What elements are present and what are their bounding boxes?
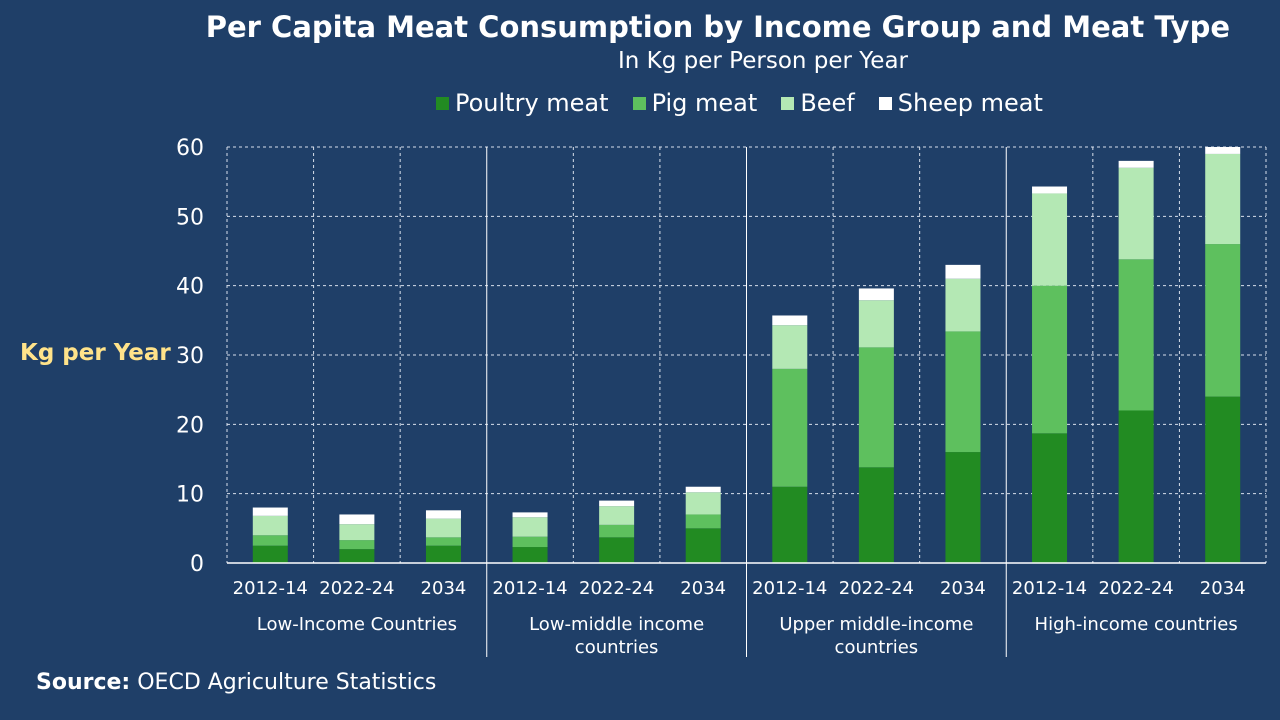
y-tick-label: 50 xyxy=(176,205,204,230)
bar-segment xyxy=(685,514,721,529)
y-tick-label: 60 xyxy=(176,136,204,161)
group-label: Low-middle income countries xyxy=(529,614,704,658)
group-label: Low-Income Countries xyxy=(257,614,457,635)
group-label: High-income countries xyxy=(1035,614,1238,635)
x-tick-label: 2034 xyxy=(680,578,726,599)
bar-segment xyxy=(772,315,808,326)
source-note: Source: OECD Agriculture Statistics xyxy=(36,670,436,695)
bar-segment xyxy=(599,506,635,525)
legend-item-beef: Beef xyxy=(781,89,855,117)
bar-segment xyxy=(685,492,721,515)
y-tick-label: 40 xyxy=(176,275,204,300)
legend-item-sheep: Sheep meat xyxy=(878,89,1043,117)
bar-segment xyxy=(1032,186,1068,194)
bar-segment xyxy=(599,524,635,538)
bar-segment xyxy=(512,517,548,537)
legend-item-poultry: Poultry meat xyxy=(436,89,609,117)
bar-segment xyxy=(425,545,461,563)
bar-segment xyxy=(512,547,548,563)
bar-segment xyxy=(512,536,548,548)
bar-segment xyxy=(252,515,288,536)
legend-item-pig: Pig meat xyxy=(632,89,758,117)
bar-segment xyxy=(252,545,288,563)
x-tick-label: 2022-24 xyxy=(839,578,914,599)
y-tick-label: 10 xyxy=(176,483,204,508)
bar-segment xyxy=(425,518,461,538)
bar-segment xyxy=(945,452,981,563)
bar-segment xyxy=(1118,259,1154,411)
legend-label-pig: Pig meat xyxy=(651,89,758,117)
y-tick-label: 0 xyxy=(190,552,204,577)
bar-segment xyxy=(858,347,894,468)
bar-segment xyxy=(339,514,375,525)
bar-segment xyxy=(425,537,461,546)
y-axis-label: Kg per Year xyxy=(20,340,171,366)
legend-label-beef: Beef xyxy=(800,89,855,117)
x-tick-label: 2012-14 xyxy=(752,578,827,599)
bar-segment xyxy=(339,549,375,563)
legend-swatch-sheep xyxy=(878,96,892,110)
bar-segment xyxy=(425,510,461,519)
legend-swatch-beef xyxy=(781,96,795,110)
y-tick-label: 30 xyxy=(176,344,204,369)
bar-segment xyxy=(252,535,288,546)
bar-segment xyxy=(858,288,894,301)
x-tick-label: 2034 xyxy=(940,578,986,599)
y-tick-label: 20 xyxy=(176,413,204,438)
bar-segment xyxy=(685,528,721,563)
bar-segment xyxy=(1032,285,1068,434)
chart-subtitle: In Kg per Person per Year xyxy=(618,48,908,74)
bar-segment xyxy=(858,300,894,348)
bar-segment xyxy=(599,537,635,563)
bar-segment xyxy=(772,486,808,563)
x-tick-label: 2034 xyxy=(421,578,467,599)
bar-segment xyxy=(945,278,981,332)
bar-segment xyxy=(339,540,375,550)
chart-title: Per Capita Meat Consumption by Income Gr… xyxy=(205,10,1230,44)
bar-segment xyxy=(685,486,721,493)
bar-segment xyxy=(772,325,808,369)
x-tick-label: 2012-14 xyxy=(492,578,567,599)
chart-legend: Poultry meat Pig meat Beef Sheep meat xyxy=(436,89,1043,117)
bar-segment xyxy=(1032,433,1068,563)
x-tick-label: 2012-14 xyxy=(1012,578,1087,599)
bar-segment xyxy=(252,507,288,516)
legend-swatch-poultry xyxy=(436,96,449,110)
bar-segment xyxy=(1118,160,1154,168)
bar-segment xyxy=(945,331,981,453)
bar-segment xyxy=(1205,147,1241,154)
bar-segment xyxy=(339,524,375,541)
group-label: Upper middle-income countries xyxy=(779,614,973,658)
x-tick-label: 2012-14 xyxy=(233,578,308,599)
bar-segment xyxy=(1205,244,1241,397)
legend-label-poultry: Poultry meat xyxy=(455,89,609,117)
bar-segment xyxy=(1118,167,1154,260)
bar-segment xyxy=(1205,396,1241,563)
bar-segment xyxy=(599,500,635,507)
bar-segment xyxy=(858,467,894,563)
x-tick-label: 2022-24 xyxy=(579,578,654,599)
x-tick-label: 2022-24 xyxy=(319,578,394,599)
bar-segment xyxy=(772,368,808,487)
bar-segment xyxy=(1205,153,1241,245)
bar-segment xyxy=(512,512,548,518)
x-tick-label: 2022-24 xyxy=(1099,578,1174,599)
x-tick-label: 2034 xyxy=(1200,578,1246,599)
source-label: Source: xyxy=(36,670,131,695)
legend-label-sheep: Sheep meat xyxy=(897,89,1043,117)
bar-segment xyxy=(1118,410,1154,563)
legend-swatch-pig xyxy=(632,96,646,110)
bar-segment xyxy=(945,264,981,279)
source-text: OECD Agriculture Statistics xyxy=(137,670,437,695)
bar-segment xyxy=(1032,193,1068,286)
